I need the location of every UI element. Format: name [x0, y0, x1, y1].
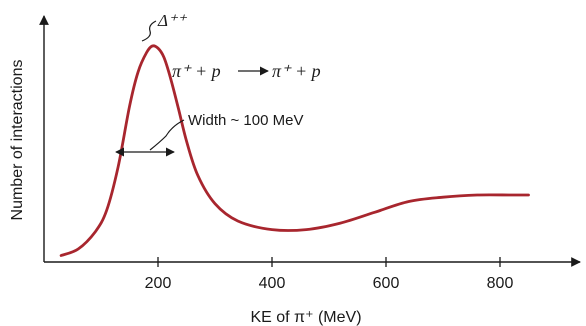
- peak-label: Δ⁺⁺: [157, 11, 188, 30]
- x-ticks: 200 400 600 800: [145, 257, 514, 292]
- width-label: Width ~ 100 MeV: [188, 112, 303, 129]
- x-tick-label-200: 200: [145, 275, 172, 292]
- series-line: [59, 44, 530, 257]
- y-axis-label: Number of interactions: [9, 60, 26, 221]
- width-leader-line: [149, 119, 185, 151]
- x-tick-label-600: 600: [373, 275, 400, 292]
- reaction-left: π⁺ + p: [172, 61, 221, 81]
- x-tick-label-400: 400: [259, 275, 286, 292]
- x-axis-label: KE of π⁺ (MeV): [250, 309, 361, 326]
- peak-leader-line: [141, 20, 157, 42]
- reaction-right: π⁺ + p: [272, 61, 321, 81]
- x-tick-label-800: 800: [487, 275, 514, 292]
